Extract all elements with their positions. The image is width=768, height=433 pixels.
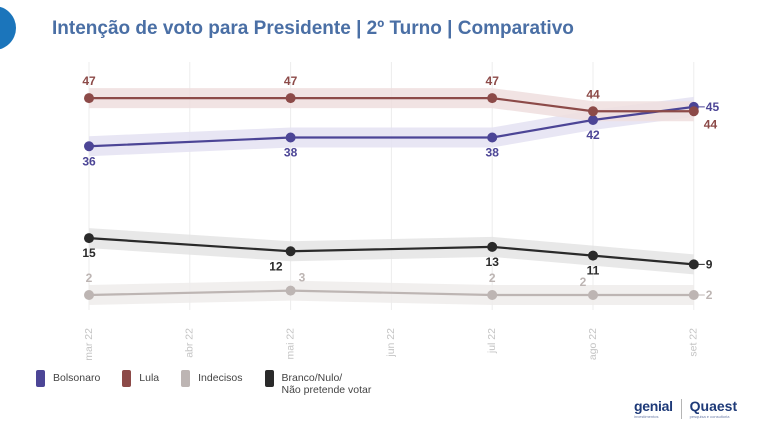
- x-tick-label: abr 22: [184, 328, 196, 358]
- legend-item-branco-nulo: Branco/Nulo/Não pretende votar: [264, 370, 372, 396]
- legend-label-branco-nulo: Branco/Nulo/Não pretende votar: [281, 372, 372, 396]
- data-point: [285, 246, 296, 257]
- legend-item-indecisos: Indecisos: [181, 370, 243, 387]
- data-label: 38: [284, 146, 298, 160]
- corner-badge: [0, 6, 16, 50]
- data-label: 44: [586, 87, 600, 101]
- data-label: 42: [586, 128, 600, 142]
- data-point: [84, 233, 94, 244]
- data-point: [588, 115, 598, 125]
- data-point: [487, 93, 498, 104]
- data-point: [487, 290, 498, 300]
- x-tick-label: jul 22: [486, 328, 498, 354]
- data-point: [285, 132, 296, 143]
- quaest-logo: Quaest pesquisa e consultoria: [690, 398, 737, 419]
- legend-item-bolsonaro: Bolsonaro: [36, 370, 100, 387]
- data-label: 38: [486, 146, 500, 160]
- data-point: [688, 259, 699, 270]
- data-label: 44: [704, 117, 718, 131]
- data-point: [84, 93, 94, 104]
- data-point: [487, 241, 498, 252]
- genial-logo: genial investimentos: [634, 398, 673, 419]
- series-band: [89, 88, 694, 122]
- data-label: 2: [580, 275, 587, 289]
- legend-label-lula: Lula: [139, 372, 160, 384]
- data-label: 2: [86, 271, 93, 285]
- x-tick-label: ago 22: [587, 328, 599, 360]
- data-label: 45: [706, 100, 720, 114]
- data-point: [588, 106, 598, 117]
- quaest-logo-subtext: pesquisa e consultoria: [689, 414, 730, 419]
- data-point: [588, 290, 598, 300]
- series-band: [89, 228, 694, 275]
- legend-swatch-bolsonaro: [36, 370, 45, 387]
- legend-swatch-lula: [122, 370, 132, 387]
- logo-divider: [680, 398, 682, 419]
- data-label: 15: [82, 246, 96, 260]
- data-point: [84, 290, 94, 300]
- data-label: 13: [486, 255, 500, 269]
- data-label: 2: [489, 271, 496, 285]
- legend: Bolsonaro Lula Indecisos Branco/Nulo/Não…: [36, 370, 393, 396]
- data-point: [285, 285, 296, 296]
- data-point: [285, 93, 296, 104]
- data-label: 9: [706, 257, 713, 271]
- data-label: 3: [299, 271, 306, 285]
- legend-label-bolsonaro: Bolsonaro: [53, 372, 101, 384]
- x-tick-label: jun 22: [385, 328, 397, 358]
- data-label: 47: [82, 74, 96, 88]
- legend-swatch-indecisos: [181, 370, 191, 387]
- chart-title: Intenção de voto para Presidente | 2º Tu…: [52, 18, 574, 39]
- data-point: [84, 141, 94, 152]
- data-label: 2: [706, 288, 713, 302]
- data-point: [487, 132, 498, 143]
- data-point: [688, 106, 699, 117]
- data-label: 11: [587, 264, 600, 278]
- legend-label-indecisos: Indecisos: [198, 372, 243, 384]
- data-label: 12: [269, 259, 283, 273]
- x-tick-label: mar 22: [83, 328, 95, 361]
- quaest-logo-text: Quaest: [689, 398, 738, 414]
- logos: genial investimentos Quaest pesquisa e c…: [634, 398, 737, 419]
- legend-item-lula: Lula: [122, 370, 159, 387]
- genial-logo-subtext: investimentos: [634, 414, 659, 419]
- data-label: 36: [82, 154, 96, 168]
- series-band: [89, 96, 694, 157]
- x-tick-label: set 22: [688, 328, 700, 357]
- x-tick-label: mai 22: [284, 328, 296, 360]
- data-point: [588, 250, 598, 261]
- legend-swatch-branco-nulo: [264, 370, 274, 387]
- data-label: 47: [486, 74, 500, 88]
- data-point: [688, 290, 699, 300]
- data-label: 47: [284, 74, 298, 88]
- genial-logo-text: genial: [634, 398, 673, 414]
